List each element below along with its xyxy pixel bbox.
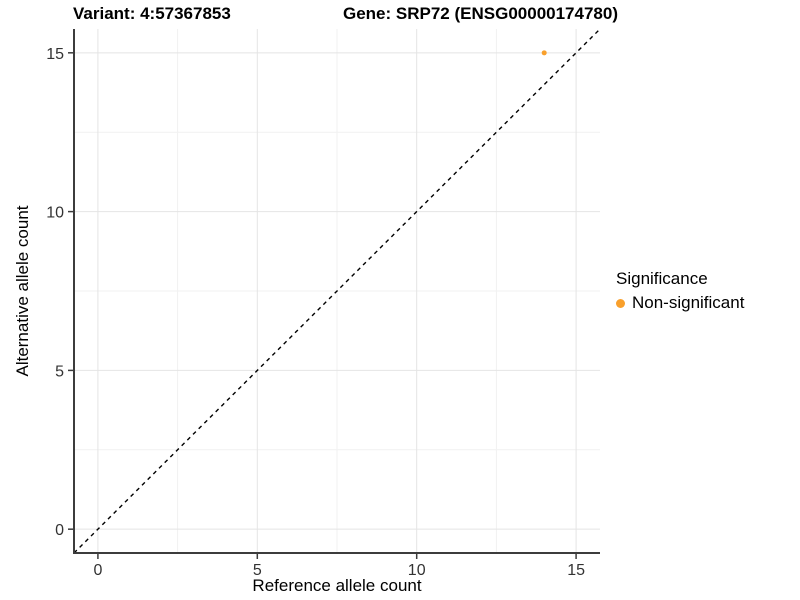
legend-point-icon [616, 298, 625, 308]
x-axis-title: Reference allele count [252, 576, 422, 595]
legend-title: Significance [616, 269, 708, 288]
y-tick-label: 10 [46, 205, 64, 222]
x-tick-label: 5 [253, 562, 262, 579]
x-tick-label: 10 [408, 562, 426, 579]
identity-reference-line [73, 28, 601, 554]
x-tick-label: 15 [567, 562, 585, 579]
legend-item-label: Non-significant [632, 293, 745, 312]
gene-title: Gene: SRP72 (ENSG00000174780) [343, 4, 618, 23]
legend: Significance Non-significant [616, 269, 744, 313]
y-axis-title: Alternative allele count [13, 205, 32, 377]
y-tick-label: 5 [55, 363, 64, 380]
y-tick-label: 15 [46, 46, 64, 63]
variant-title: Variant: 4:57367853 [73, 4, 231, 23]
y-tick-label: 0 [55, 522, 64, 539]
legend-item-non-significant: Non-significant [616, 293, 744, 313]
data-point [541, 50, 547, 56]
x-tick-label: 0 [93, 562, 102, 579]
